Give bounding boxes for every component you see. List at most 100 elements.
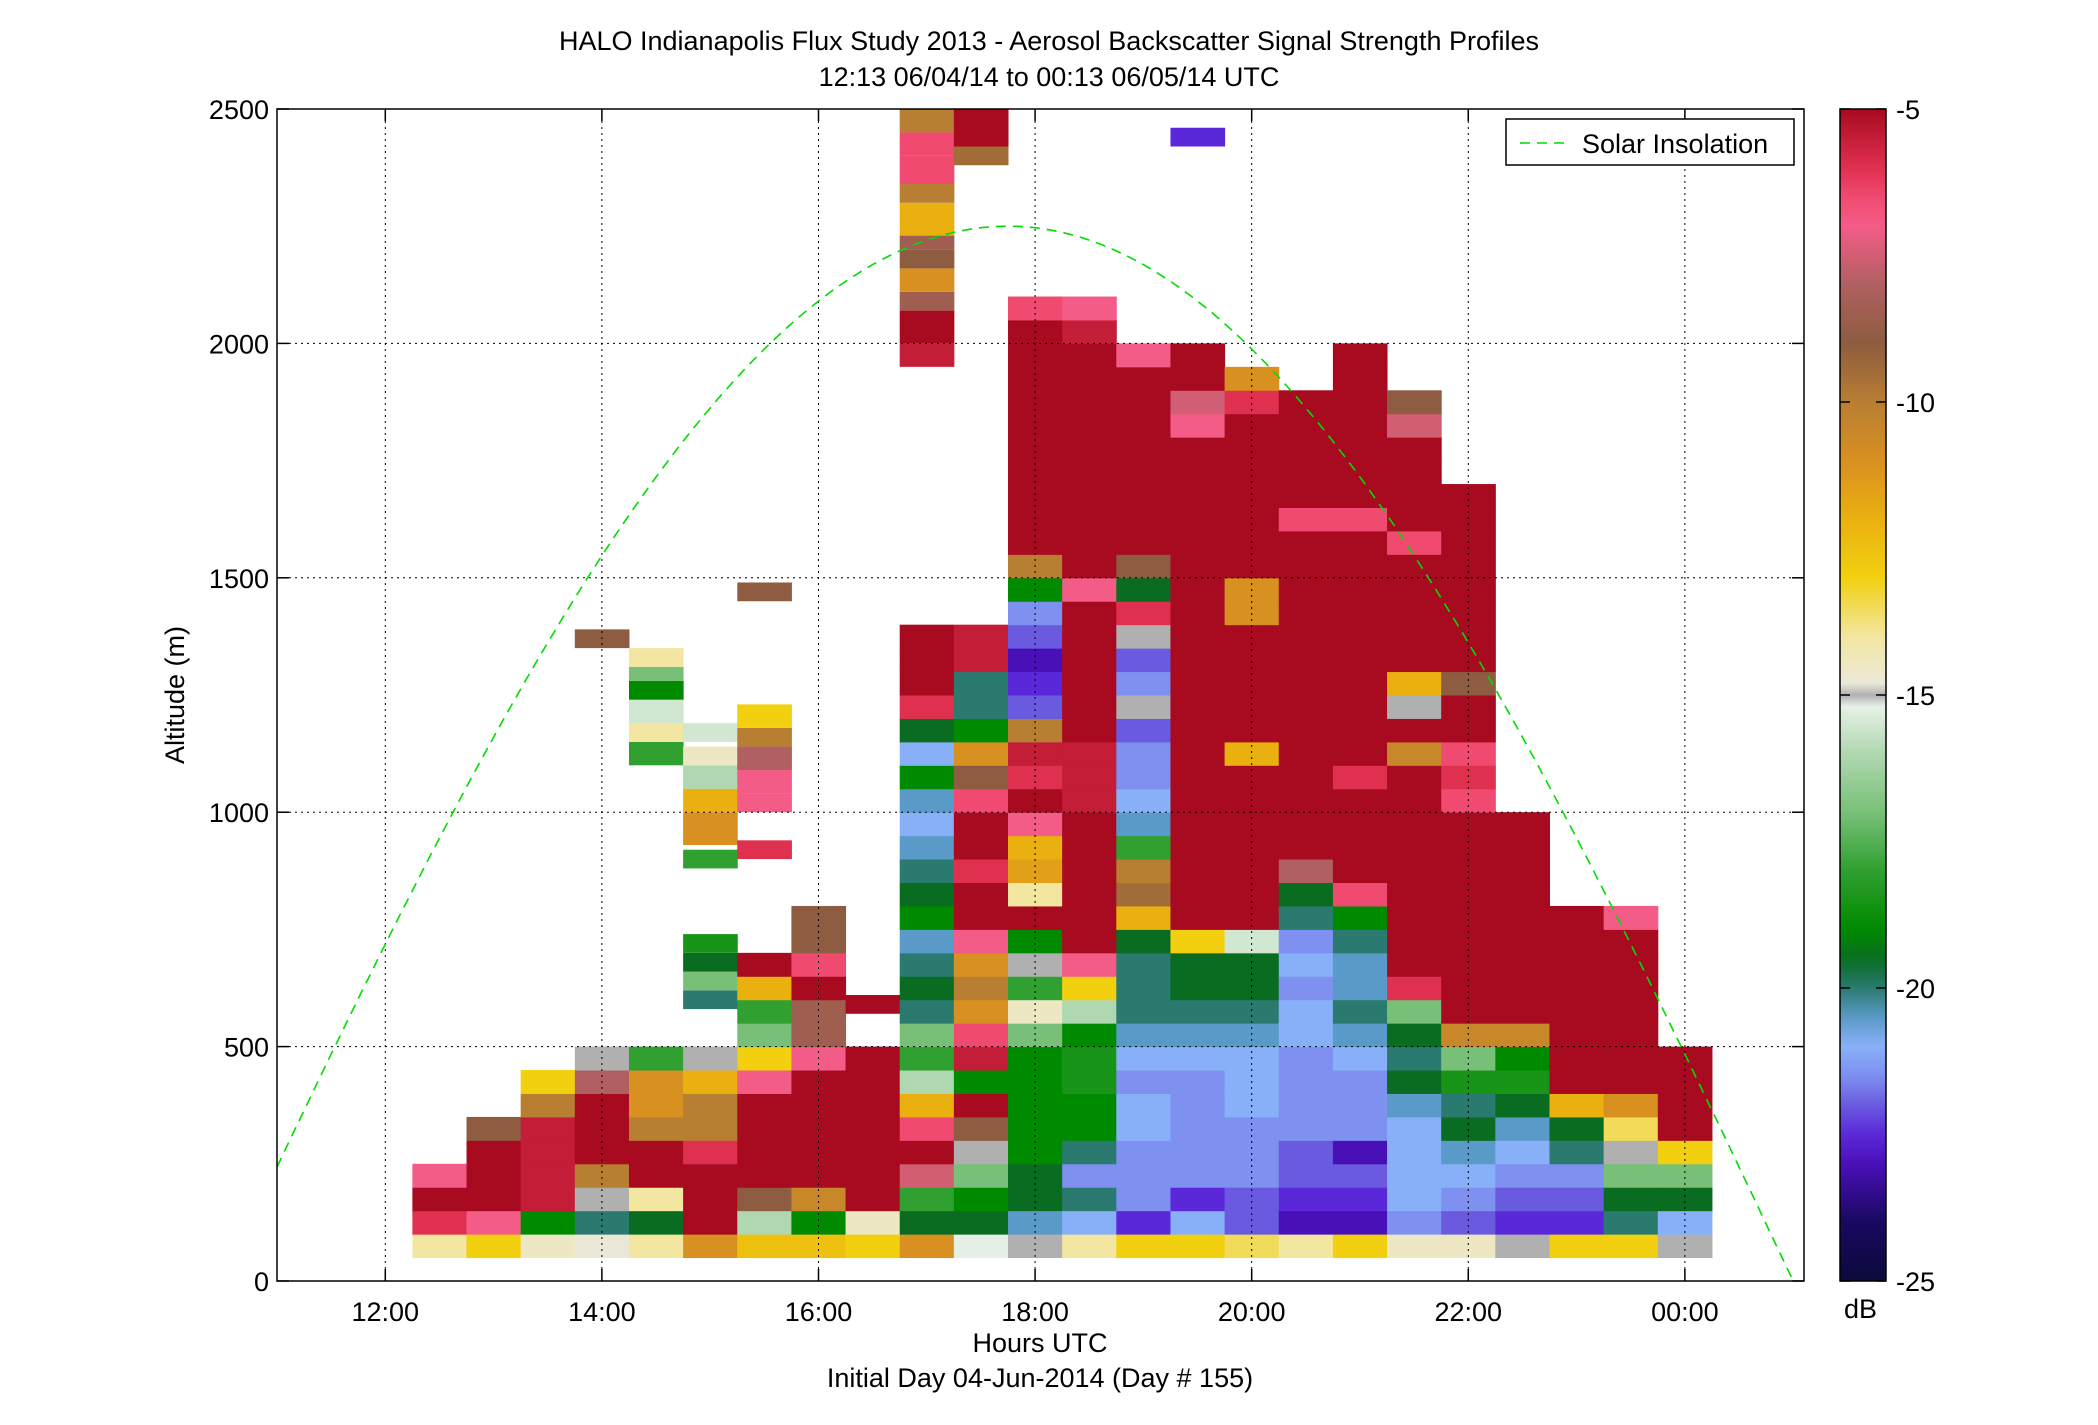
heatmap-cell — [1332, 695, 1388, 719]
heatmap-cell — [1495, 1070, 1550, 1094]
heatmap-cell — [1278, 976, 1334, 1001]
heatmap-cell — [1224, 929, 1280, 954]
heatmap-cell — [1062, 1140, 1117, 1165]
heatmap-cell — [1657, 1140, 1713, 1165]
heatmap-cell — [1549, 1023, 1605, 1048]
heatmap-cell — [1387, 1140, 1442, 1165]
heatmap-cell — [1603, 905, 1659, 930]
heatmap-cell — [737, 770, 792, 794]
heatmap-cell — [1008, 460, 1063, 485]
heatmap-cell — [1170, 882, 1226, 907]
heatmap-cell — [1603, 1163, 1659, 1188]
heatmap-cell — [1008, 1234, 1063, 1259]
heatmap-cell — [1224, 390, 1280, 415]
heatmap-cell — [1062, 1163, 1117, 1188]
heatmap-cell — [1603, 952, 1659, 977]
heatmap-cell — [1170, 788, 1226, 813]
heatmap-cell — [1224, 484, 1280, 508]
heatmap-cell — [1062, 366, 1117, 391]
heatmap-cell — [1062, 741, 1117, 766]
y-tick-label: 500 — [224, 1033, 269, 1063]
heatmap-cell — [628, 1116, 684, 1141]
heatmap-cell — [466, 1210, 522, 1235]
heatmap-cell — [953, 765, 1009, 790]
heatmap-cell — [1387, 507, 1442, 532]
heatmap-cell — [1224, 1140, 1280, 1165]
heatmap-cell — [520, 1163, 576, 1188]
heatmap-cell — [1441, 929, 1496, 954]
heatmap-cell — [953, 835, 1009, 860]
y-tick-label: 1000 — [209, 798, 269, 828]
heatmap-cell — [953, 146, 1009, 166]
heatmap-cell — [737, 1234, 792, 1259]
heatmap-cell — [1278, 577, 1334, 602]
heatmap-cell — [1332, 1210, 1388, 1235]
heatmap-cell — [1224, 1234, 1280, 1259]
heatmap-cell — [899, 1023, 955, 1048]
heatmap-cell — [628, 1070, 684, 1094]
heatmap-cell — [899, 1046, 955, 1071]
heatmap-cell — [1549, 929, 1605, 954]
heatmap-cell — [1062, 1187, 1117, 1212]
heatmap-cell — [1008, 648, 1063, 673]
heatmap-cell — [1603, 1210, 1659, 1235]
heatmap-cell — [1387, 929, 1442, 954]
heatmap-cell — [1603, 1046, 1659, 1071]
heatmap-cell — [1278, 929, 1334, 954]
heatmap-cell — [683, 812, 738, 846]
heatmap-cell — [1116, 905, 1171, 930]
heatmap-cell — [1332, 1163, 1388, 1188]
heatmap-cell — [953, 1023, 1009, 1048]
heatmap-cell — [1008, 1023, 1063, 1048]
heatmap-cell — [1008, 1116, 1063, 1141]
heatmap-cell — [1278, 765, 1334, 790]
heatmap-cell — [845, 1187, 901, 1212]
grid-lines — [277, 109, 1804, 1281]
heatmap-cell — [1278, 530, 1334, 555]
heatmap-cell — [1657, 1116, 1713, 1141]
heatmap-cell — [1116, 671, 1171, 696]
heatmap-cell — [1332, 1093, 1388, 1118]
heatmap-cell — [737, 1046, 792, 1071]
heatmap-cell — [1387, 413, 1442, 438]
heatmap-cell — [899, 343, 955, 367]
heatmap-cell — [899, 268, 955, 292]
heatmap-cell — [412, 1234, 468, 1259]
colorbar-tick-label: -15 — [1896, 681, 1935, 711]
heatmap-cell — [737, 1140, 792, 1165]
heatmap-cell — [1062, 1093, 1117, 1118]
heatmap-cell — [1495, 1234, 1550, 1259]
heatmap-cell — [1062, 859, 1117, 884]
heatmap-cell — [1170, 952, 1226, 977]
heatmap-cell — [1224, 507, 1280, 532]
x-axis-sublabel: Initial Day 04-Jun-2014 (Day # 155) — [827, 1363, 1253, 1393]
heatmap-cell — [1116, 1023, 1171, 1048]
heatmap-cell — [899, 1210, 955, 1235]
heatmap-cell — [1116, 1210, 1171, 1235]
heatmap-cell — [1116, 1116, 1171, 1141]
heatmap-cell — [1008, 437, 1063, 462]
heatmap-cell — [574, 1116, 630, 1141]
heatmap-cell — [1332, 577, 1388, 602]
heatmap-cell — [1062, 460, 1117, 485]
heatmap-cell — [737, 1070, 792, 1094]
heatmap-cell — [1387, 882, 1442, 907]
heatmap-cell — [1170, 999, 1226, 1024]
heatmap-cell — [1224, 1187, 1280, 1212]
heatmap-cell — [1278, 695, 1334, 719]
heatmap-cell — [737, 952, 792, 977]
heatmap-cell — [737, 1163, 792, 1188]
heatmap-cell — [1387, 577, 1442, 602]
heatmap-cell — [683, 1116, 738, 1141]
heatmap-cell — [1549, 1070, 1605, 1094]
heatmap-cell — [1332, 671, 1388, 696]
heatmap-cell — [1441, 1116, 1496, 1141]
heatmap-cell — [1387, 695, 1442, 719]
heatmap-cell — [1008, 1210, 1063, 1235]
heatmap-cell — [1332, 929, 1388, 954]
heatmap-cell — [1062, 437, 1117, 462]
heatmap-cell — [412, 1210, 468, 1235]
heatmap-cell — [628, 723, 684, 742]
heatmap-cell — [628, 1046, 684, 1071]
heatmap-cell — [1332, 741, 1388, 766]
